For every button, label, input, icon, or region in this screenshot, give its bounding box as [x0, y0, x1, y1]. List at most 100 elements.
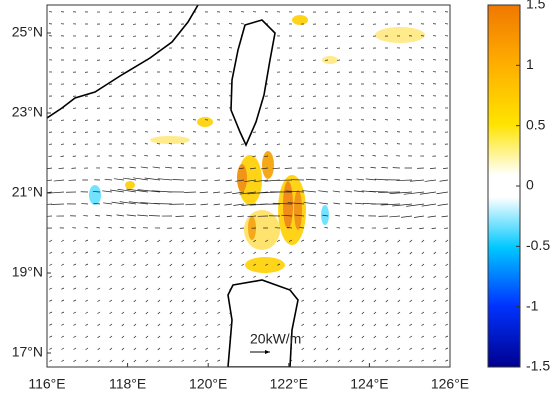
vector	[381, 167, 388, 168]
vector	[184, 192, 196, 193]
vector	[350, 264, 352, 266]
vector	[58, 168, 64, 169]
vector	[121, 276, 124, 278]
vector	[230, 252, 232, 254]
vector	[217, 312, 220, 314]
vector	[170, 312, 172, 314]
vector	[121, 240, 124, 241]
vector	[321, 179, 328, 180]
vector	[218, 288, 220, 290]
vector	[73, 264, 76, 265]
vector	[433, 324, 436, 325]
vector	[374, 324, 376, 326]
vector	[49, 360, 52, 361]
vector	[35, 204, 52, 205]
vector	[130, 167, 136, 168]
vector	[410, 288, 412, 290]
vector	[218, 252, 220, 254]
vector	[362, 264, 364, 266]
vector	[302, 191, 316, 192]
vector	[409, 336, 412, 338]
vector	[446, 264, 448, 266]
vector	[45, 168, 52, 169]
vector	[386, 360, 388, 362]
vector	[301, 324, 304, 326]
vector	[395, 228, 400, 229]
vector	[73, 312, 76, 313]
vector	[158, 360, 160, 362]
vector	[175, 216, 184, 217]
vector	[98, 360, 100, 362]
colorbar-tick-label: -1.5	[526, 358, 550, 374]
vector	[374, 312, 376, 314]
vector	[401, 216, 412, 217]
vector	[122, 312, 124, 314]
vector	[170, 324, 172, 326]
y-tick-label: 23°N	[12, 104, 43, 120]
vector	[362, 336, 364, 338]
vector	[61, 336, 64, 337]
vector	[109, 288, 112, 290]
vector	[433, 360, 436, 361]
vector	[98, 348, 100, 350]
vector	[337, 252, 340, 254]
vector	[218, 300, 220, 302]
vector	[108, 227, 112, 228]
vector	[398, 240, 400, 242]
vector	[134, 324, 136, 326]
vector	[422, 288, 424, 290]
vector	[432, 228, 436, 229]
vector	[314, 336, 316, 338]
vector	[110, 336, 112, 338]
vector	[338, 336, 340, 338]
vector	[338, 312, 340, 314]
vector	[348, 167, 352, 168]
vector	[61, 312, 64, 313]
vector	[193, 348, 196, 350]
vector	[374, 276, 376, 278]
vector	[289, 276, 292, 277]
vector	[289, 252, 292, 253]
vector	[146, 348, 148, 350]
vector	[442, 216, 448, 217]
vector	[359, 167, 364, 168]
vector	[106, 215, 112, 216]
vector	[203, 216, 208, 217]
vector	[158, 252, 160, 254]
vector	[85, 312, 88, 313]
vector	[98, 324, 100, 326]
vector	[61, 324, 64, 325]
vector	[95, 215, 100, 216]
vector	[386, 348, 388, 350]
vector	[48, 156, 52, 157]
vector	[410, 252, 412, 254]
vector	[373, 155, 376, 156]
vector	[218, 240, 220, 242]
vector	[386, 252, 388, 254]
vector	[73, 276, 76, 277]
vector	[302, 348, 304, 350]
vector	[362, 312, 364, 314]
vector	[374, 264, 376, 266]
vector	[182, 240, 184, 242]
vector	[170, 300, 172, 302]
vector	[170, 348, 172, 350]
vector	[326, 336, 328, 338]
vector	[410, 276, 412, 278]
vector	[313, 276, 316, 277]
vector	[398, 312, 400, 314]
vector	[146, 276, 148, 278]
vector	[146, 312, 148, 314]
vector	[194, 264, 196, 266]
vector	[325, 240, 328, 241]
vector	[137, 215, 148, 216]
vector	[49, 324, 52, 325]
vector	[218, 276, 220, 278]
vector	[110, 300, 112, 302]
vector	[289, 264, 292, 265]
vector	[213, 192, 220, 193]
vector	[421, 348, 424, 349]
vector	[169, 240, 172, 242]
vector	[425, 180, 436, 181]
